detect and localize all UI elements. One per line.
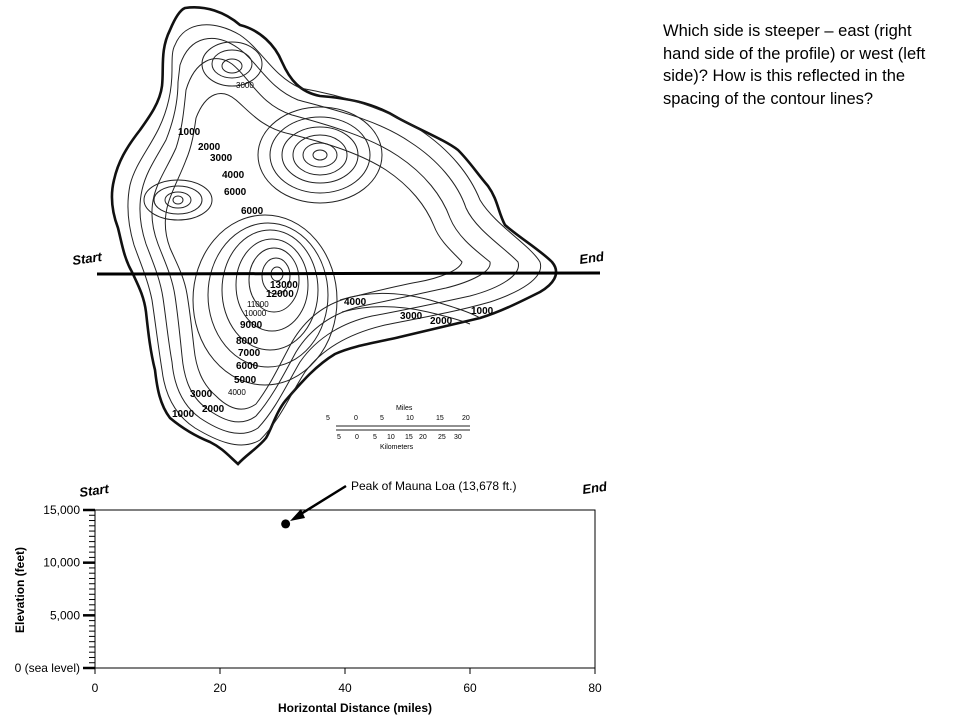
x-axis: 0 20 40 60 80 bbox=[92, 668, 602, 695]
contour-label: 2000 bbox=[430, 316, 453, 327]
profile-start-label: Start bbox=[78, 481, 110, 500]
scale-tick: 5 bbox=[373, 434, 377, 441]
scale-tick: 10 bbox=[406, 415, 414, 422]
scale-tick: 5 bbox=[380, 415, 384, 422]
contour-ring bbox=[261, 257, 291, 295]
contour-label: 1000 bbox=[471, 306, 494, 317]
scale-miles-ticks: 5 0 5 10 15 20 bbox=[326, 415, 470, 422]
scale-km-title: Kilometers bbox=[380, 444, 414, 451]
contour-ring bbox=[192, 214, 338, 386]
contour-ring bbox=[127, 24, 542, 446]
contour-label: 4000 bbox=[222, 170, 245, 181]
contour-label: 6000 bbox=[241, 206, 264, 217]
contour-ring bbox=[153, 185, 203, 215]
contour-label: 12000 bbox=[266, 289, 294, 300]
scale-tick: 25 bbox=[438, 434, 446, 441]
profile-end-label: End bbox=[581, 479, 608, 497]
scale-tick: 20 bbox=[419, 434, 427, 441]
peak-point bbox=[281, 519, 291, 529]
contour-ring bbox=[164, 93, 463, 410]
contour-label: 1000 bbox=[178, 127, 201, 138]
scale-tick: 15 bbox=[405, 434, 413, 441]
contour-label: 3000 bbox=[190, 389, 213, 400]
scale-tick: 5 bbox=[326, 415, 330, 422]
y-tick-label: 10,000 bbox=[43, 556, 80, 570]
peak-annotation: Peak of Mauna Loa (13,678 ft.) bbox=[351, 479, 516, 493]
contour-label: 2000 bbox=[198, 142, 221, 153]
data-points bbox=[281, 519, 291, 529]
contour-label: 3000 bbox=[400, 311, 423, 322]
scale-tick: 0 bbox=[355, 434, 359, 441]
contour-label: 13000 bbox=[270, 280, 298, 291]
scale-tick: 30 bbox=[454, 434, 462, 441]
contour-ring bbox=[339, 292, 481, 319]
y-tick-label: 0 (sea level) bbox=[15, 661, 80, 675]
map-end-label: End bbox=[578, 249, 605, 267]
contour-ring bbox=[143, 179, 213, 221]
contour-label: 6000 bbox=[224, 187, 247, 198]
contour-label: 2000 bbox=[202, 404, 225, 415]
arrow-head-icon bbox=[290, 509, 305, 521]
contour-ring bbox=[201, 41, 263, 87]
x-tick-label: 80 bbox=[588, 681, 602, 695]
contour-ring bbox=[151, 58, 491, 423]
contour-ring bbox=[221, 58, 243, 74]
scale-tick: 5 bbox=[337, 434, 341, 441]
contour-ring bbox=[292, 134, 348, 176]
contour-label: 4000 bbox=[228, 388, 246, 397]
contour-ring bbox=[341, 306, 471, 325]
map-scale-bar: Miles 5 0 5 10 15 20 5 0 5 10 15 20 25 3… bbox=[326, 405, 470, 451]
contour-ring bbox=[164, 191, 192, 209]
x-tick-label: 40 bbox=[338, 681, 352, 695]
contour-label: 10000 bbox=[244, 309, 267, 318]
scale-tick: 20 bbox=[462, 415, 470, 422]
contour-ring bbox=[248, 247, 300, 313]
contour-label: 3000 bbox=[210, 153, 233, 164]
x-tick-label: 60 bbox=[463, 681, 477, 695]
x-tick-label: 0 bbox=[92, 681, 99, 695]
contour-ring bbox=[172, 195, 184, 205]
y-tick-label: 5,000 bbox=[50, 608, 80, 622]
x-axis-title: Horizontal Distance (miles) bbox=[278, 701, 432, 715]
y-tick-label: 15,000 bbox=[43, 503, 80, 517]
y-axis-title: Elevation (feet) bbox=[13, 547, 27, 633]
contour-ring bbox=[235, 238, 309, 332]
scale-tick: 15 bbox=[436, 415, 444, 422]
contour-label: 6000 bbox=[236, 361, 259, 372]
scale-km-ticks: 5 0 5 10 15 20 25 30 bbox=[337, 434, 462, 441]
plot-frame bbox=[94, 509, 596, 669]
contour-labels: 3000 1000 2000 3000 4000 6000 6000 13000… bbox=[172, 81, 494, 420]
contour-label: 11000 bbox=[247, 300, 269, 309]
contour-label: 9000 bbox=[240, 320, 263, 331]
question-text: Which side is steeper – east (right hand… bbox=[663, 22, 926, 108]
annotation-arrow bbox=[295, 484, 347, 519]
map-start-label: Start bbox=[71, 249, 103, 268]
contour-ring bbox=[207, 222, 329, 368]
contour-ring bbox=[211, 49, 253, 79]
elevation-profile-chart: 0 (sea level) 5,000 10,000 15,000 0 20 40 60 80… bbox=[13, 479, 609, 715]
contour-label: 1000 bbox=[172, 409, 195, 420]
contour-label: 3000 bbox=[236, 81, 254, 90]
contour-ring bbox=[302, 142, 338, 168]
contour-ring bbox=[221, 229, 319, 351]
profile-line bbox=[96, 271, 601, 276]
y-axis: 0 (sea level) 5,000 10,000 15,000 bbox=[15, 503, 95, 675]
scale-tick: 0 bbox=[354, 415, 358, 422]
scale-tick: 10 bbox=[387, 434, 395, 441]
contour-ring bbox=[257, 106, 383, 204]
scale-miles-title: Miles bbox=[396, 405, 413, 412]
contour-label: 5000 bbox=[234, 375, 257, 386]
contour-ring bbox=[269, 116, 371, 194]
x-tick-label: 20 bbox=[213, 681, 227, 695]
contour-label: 7000 bbox=[238, 348, 261, 359]
topographic-map bbox=[110, 6, 558, 466]
contour-ring bbox=[281, 126, 359, 184]
contour-label: 8000 bbox=[236, 336, 259, 347]
contour-ring bbox=[312, 149, 328, 161]
contour-label: 4000 bbox=[344, 297, 367, 308]
